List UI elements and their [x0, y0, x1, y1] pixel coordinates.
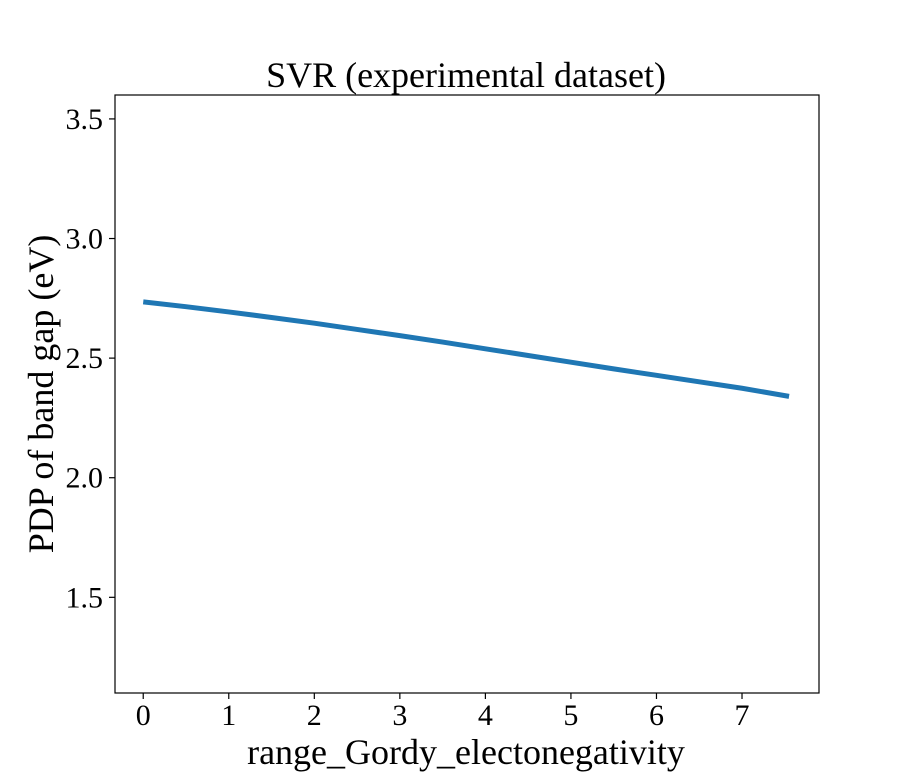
- x-tick-label: 1: [221, 699, 236, 732]
- x-tick-label: 7: [735, 699, 750, 732]
- y-tick-label: 2.0: [66, 462, 104, 495]
- y-axis: 1.5 2.0 2.5 3.0 3.5: [66, 103, 115, 614]
- series-layer: [142, 299, 790, 399]
- x-tick-label: 2: [307, 699, 322, 732]
- y-axis-label: PDP of band gap (eV): [21, 235, 61, 554]
- y-tick-label: 3.5: [66, 103, 104, 136]
- x-axis: 0 1 2 3 4 5 6 7: [136, 693, 750, 732]
- y-tick-label: 1.5: [66, 581, 104, 614]
- x-tick-label: 4: [478, 699, 493, 732]
- x-tick-label: 0: [136, 699, 151, 732]
- x-tick-label: 6: [649, 699, 664, 732]
- plot-area-frame: [114, 94, 820, 694]
- x-tick-label: 5: [563, 699, 578, 732]
- y-tick-label: 2.5: [66, 342, 104, 375]
- series-line-0: [142, 299, 790, 399]
- chart-title: SVR (experimental dataset): [266, 55, 666, 95]
- y-tick-label: 3.0: [66, 223, 104, 256]
- x-axis-label: range_Gordy_electonegativity: [247, 732, 685, 772]
- x-tick-label: 3: [392, 699, 407, 732]
